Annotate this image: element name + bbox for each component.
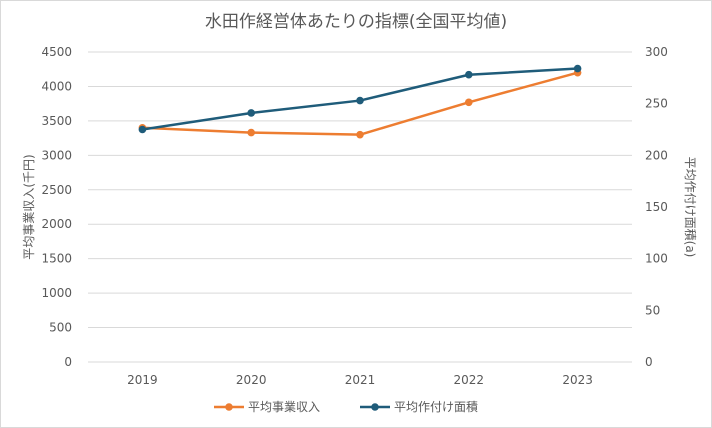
- legend: 平均事業収入 平均作付け面積: [214, 399, 478, 414]
- series-1-point-4: [573, 64, 582, 73]
- right-tick-label-5: 250: [645, 97, 668, 111]
- right-tick-label-3: 150: [645, 200, 668, 214]
- x-tick-label-0: 2019: [127, 373, 158, 387]
- left-axis-label: 平均事業収入(千円): [22, 154, 36, 259]
- series-0-point-2: [356, 130, 364, 139]
- left-tick-label-7: 3500: [41, 114, 72, 128]
- right-tick-label-6: 300: [645, 45, 668, 59]
- legend-label-area: 平均作付け面積: [394, 399, 478, 414]
- series-layer: [138, 64, 582, 139]
- legend-item-income: 平均事業収入: [214, 400, 320, 414]
- left-tick-label-4: 2000: [41, 217, 72, 231]
- legend-item-area: 平均作付け面積: [360, 399, 478, 414]
- series-0-point-1: [247, 128, 255, 137]
- right-tick-label-1: 50: [645, 303, 660, 317]
- tick-layer: 0 500 1000 1500 2000 2500 3000 3500 4000 4500 0 50 1…: [41, 45, 667, 387]
- x-tick-label-1: 2020: [236, 373, 267, 387]
- left-tick-label-1: 500: [49, 321, 72, 335]
- series-1-point-3: [465, 70, 473, 79]
- left-tick-label-6: 3000: [41, 148, 72, 162]
- right-axis-label: 平均作付け面積(a): [683, 157, 698, 258]
- series-0-point-3: [465, 98, 473, 107]
- legend-marker-income: [225, 403, 233, 411]
- left-tick-label-8: 4000: [41, 79, 72, 93]
- legend-marker-area: [371, 403, 379, 411]
- series-1-point-1: [247, 109, 255, 117]
- left-tick-label-0: 0: [64, 355, 72, 369]
- series-1-point-2: [356, 96, 364, 105]
- x-tick-label-2: 2021: [345, 373, 376, 387]
- right-tick-label-2: 100: [645, 252, 668, 266]
- gridlines: [88, 51, 632, 363]
- right-tick-label-0: 0: [645, 355, 653, 369]
- left-tick-label-5: 2500: [41, 183, 72, 197]
- right-tick-label-4: 200: [645, 148, 668, 162]
- left-tick-label-9: 4500: [41, 45, 72, 59]
- left-tick-label-2: 1000: [41, 286, 72, 300]
- chart-title: 水田作経営体あたりの指標(全国平均値): [205, 12, 507, 32]
- x-tick-label-3: 2022: [454, 373, 485, 387]
- left-tick-label-3: 1500: [41, 252, 72, 266]
- legend-label-income: 平均事業収入: [248, 400, 320, 414]
- x-tick-label-4: 2023: [562, 373, 593, 387]
- series-1-point-0: [138, 125, 147, 134]
